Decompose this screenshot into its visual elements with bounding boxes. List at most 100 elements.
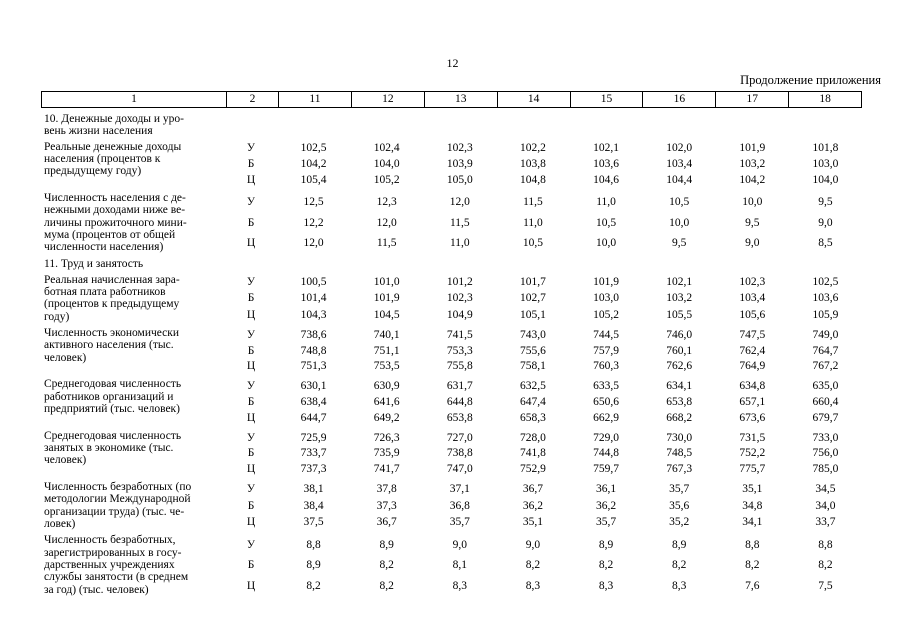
value-cell: 741,5: [446, 328, 473, 341]
value-cell: 657,1: [739, 396, 766, 409]
row-code: У: [246, 538, 256, 551]
value-cell: 10,0: [742, 196, 763, 209]
value-cell: 649,2: [373, 411, 400, 424]
value-cell: 37,3: [376, 499, 397, 512]
row-code: Ц: [246, 308, 256, 321]
value-cell: 34,8: [742, 499, 763, 512]
row-code: У: [246, 483, 256, 496]
value-cell: 38,1: [303, 483, 324, 496]
value-cell: 641,6: [373, 396, 400, 409]
value-cell: 35,7: [669, 483, 690, 496]
row-group: Численность безработных, зарегистрирован…: [41, 534, 862, 595]
value-cell: 11,0: [523, 216, 543, 229]
value-cell: 103,9: [446, 158, 473, 171]
value-cell: 741,7: [373, 463, 400, 476]
value-cell: 102,1: [593, 142, 619, 155]
value-cell: 104,8: [520, 174, 546, 187]
value-cell: 747,5: [739, 328, 766, 341]
value-cell: 35,7: [449, 516, 470, 529]
row-group: Численность населения с де- нежными дохо…: [41, 192, 862, 253]
value-cell: 9,5: [818, 196, 833, 209]
value-cell: 9,5: [745, 216, 760, 229]
value-cell: 102,5: [300, 142, 327, 155]
stats-table: 1 2 11 12 13 14 15 16 17 18 10. Денежные доходы и…: [41, 91, 862, 596]
value-cell: 36,8: [449, 499, 470, 512]
value-cell: 8,8: [818, 538, 833, 551]
value-cell: 10,0: [669, 216, 690, 229]
value-cell: 12,0: [449, 196, 470, 209]
value-cell: 644,8: [446, 396, 473, 409]
row-code: Б: [247, 447, 255, 460]
value-cell: 9,0: [452, 538, 467, 551]
value-cell: 34,5: [815, 483, 836, 496]
value-cell: 760,1: [666, 344, 693, 357]
value-cell: 12,5: [303, 196, 324, 209]
value-cell: 105,4: [300, 174, 327, 187]
value-cell: 775,7: [739, 463, 766, 476]
value-cell: 660,4: [812, 396, 839, 409]
value-cell: 101,9: [739, 142, 766, 155]
value-cell: 102,3: [739, 275, 766, 288]
row-code: Ц: [246, 237, 256, 250]
row-group-label: Среднегодовая численность занятых в экон…: [44, 429, 182, 467]
value-cell: 743,0: [520, 328, 546, 341]
value-cell: 727,0: [446, 431, 473, 444]
value-cell: 101,9: [593, 275, 619, 288]
value-cell: 8,8: [745, 538, 760, 551]
row-code: Б: [247, 499, 255, 512]
row-group-label: Численность экономически активного насел…: [44, 326, 179, 364]
header-cell-11: 11: [278, 92, 351, 107]
row-group-label: Реальные денежные доходы населения (проц…: [44, 140, 182, 178]
value-cell: 37,1: [449, 483, 470, 496]
value-cell: 631,7: [446, 380, 473, 393]
value-cell: 8,2: [379, 579, 394, 592]
row-code: Ц: [246, 516, 256, 529]
value-cell: 33,7: [815, 516, 836, 529]
value-cell: 103,2: [739, 158, 766, 171]
continuation-note: Продолжение приложения: [740, 73, 881, 87]
value-cell: 35,6: [669, 499, 690, 512]
value-cell: 8,2: [672, 559, 687, 572]
row-group-label: Численность безработных, зарегистрирован…: [44, 534, 189, 596]
value-cell: 103,4: [739, 292, 766, 305]
value-cell: 728,0: [520, 431, 546, 444]
value-cell: 104,5: [373, 308, 400, 321]
row-code: Ц: [246, 579, 256, 592]
value-cell: 103,2: [666, 292, 693, 305]
value-cell: 755,6: [520, 344, 546, 357]
value-cell: 752,9: [520, 463, 546, 476]
value-cell: 679,7: [812, 411, 839, 424]
table-body: 10. Денежные доходы и уро- вень жизни на…: [41, 113, 862, 596]
value-cell: 748,8: [300, 344, 327, 357]
value-cell: 759,7: [593, 463, 619, 476]
value-cell: 8,3: [672, 579, 687, 592]
value-cell: 764,9: [739, 360, 766, 373]
value-cell: 101,7: [520, 275, 546, 288]
value-cell: 731,5: [739, 431, 766, 444]
value-cell: 751,3: [300, 360, 327, 373]
row-code: Ц: [246, 463, 256, 476]
row-group-label: Реальная начисленная зара- ботная плата …: [44, 273, 180, 323]
row-code: Ц: [246, 360, 256, 373]
value-cell: 650,6: [593, 396, 619, 409]
header-cell-15: 15: [569, 92, 643, 107]
header-cell-14: 14: [496, 92, 570, 107]
value-cell: 7,5: [818, 579, 833, 592]
value-cell: 102,7: [520, 292, 546, 305]
value-cell: 101,9: [373, 292, 400, 305]
row-code: Ц: [246, 411, 256, 424]
row-code: Б: [247, 158, 255, 171]
value-cell: 8,2: [598, 559, 614, 572]
section-title: 10. Денежные доходы и уро- вень жизни на…: [44, 113, 185, 138]
value-cell: 673,6: [739, 411, 766, 424]
value-cell: 725,9: [300, 431, 327, 444]
value-cell: 762,4: [739, 344, 766, 357]
value-cell: 748,5: [666, 447, 693, 460]
value-cell: 36,2: [522, 499, 543, 512]
value-cell: 746,0: [666, 328, 693, 341]
value-cell: 102,1: [666, 275, 693, 288]
row-code: У: [246, 431, 256, 444]
row-code: Ц: [246, 174, 256, 187]
value-cell: 644,7: [300, 411, 327, 424]
value-cell: 101,0: [373, 275, 400, 288]
